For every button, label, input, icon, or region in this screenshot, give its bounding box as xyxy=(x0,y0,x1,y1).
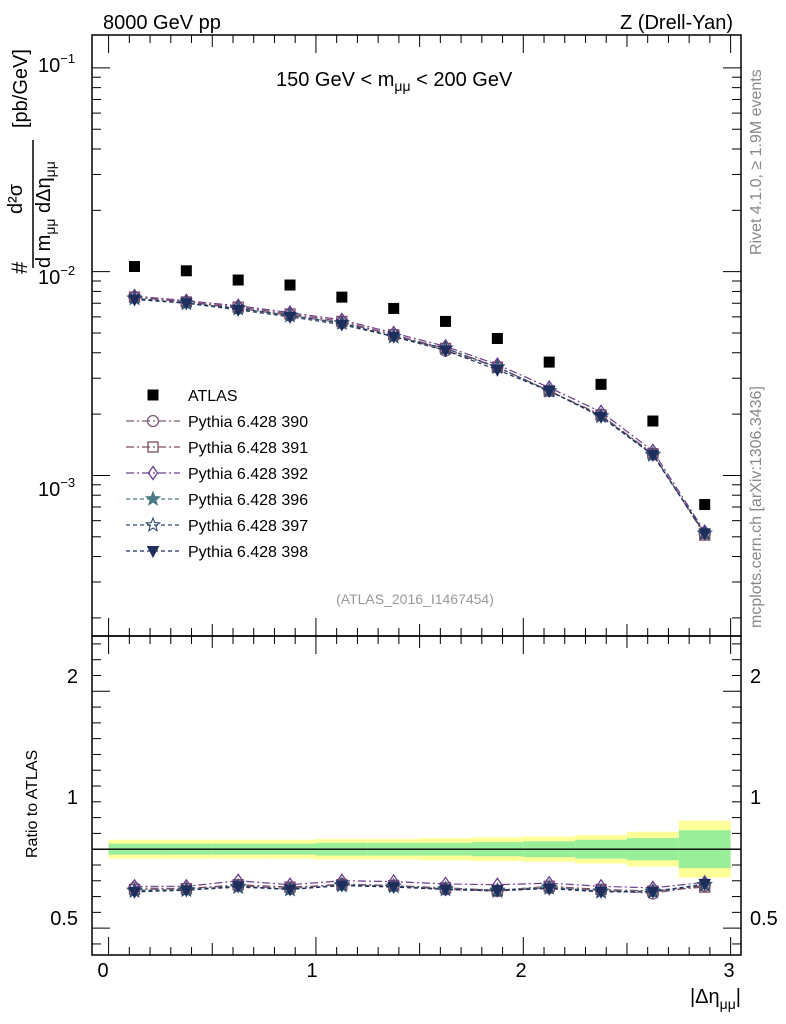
mc-point xyxy=(542,385,556,398)
ratio-ytick-2: 2 xyxy=(67,666,78,688)
legend-label: Pythia 6.428 396 xyxy=(188,492,308,509)
data-point xyxy=(647,415,659,427)
legend-marker xyxy=(147,465,159,481)
data-point xyxy=(129,261,141,273)
legend-marker xyxy=(146,414,160,428)
legend-marker xyxy=(147,389,159,401)
rivet-label: Rivet 4.1.0, ≥ 1.9M events xyxy=(748,69,765,255)
data-point xyxy=(543,356,555,368)
legend-label: ATLAS xyxy=(188,388,238,405)
main-ylabel: # d²σ d mμμ dΔημμ [pb/GeV] xyxy=(5,49,58,274)
ratio-bands xyxy=(92,820,741,878)
ratio-ytick-right-2: 2 xyxy=(750,666,761,688)
ratio-ytick-right-0.5: 0.5 xyxy=(750,908,778,930)
ratio-ytick-1: 1 xyxy=(67,787,78,809)
mc-point xyxy=(128,294,141,307)
data-point xyxy=(699,499,711,511)
data-point xyxy=(440,315,452,327)
ytick-label-0.001: 10−3 xyxy=(38,475,75,501)
mc-point xyxy=(698,528,712,541)
ratio-point xyxy=(180,885,193,898)
ratio-point xyxy=(698,878,712,892)
ratio-point xyxy=(128,886,141,899)
mc-line-5 xyxy=(134,298,706,534)
main-title: 150 GeV < mμμ < 200 GeV xyxy=(276,69,513,94)
ratio-point xyxy=(542,883,556,896)
ratio-point xyxy=(387,882,401,895)
mc-point xyxy=(231,304,245,317)
data-point xyxy=(232,274,244,286)
legend-label: Pythia 6.428 392 xyxy=(188,466,308,483)
data-point xyxy=(284,279,296,291)
ratio-ytick-0.5: 0.5 xyxy=(50,908,78,930)
ratio-point xyxy=(283,884,297,897)
mc-point xyxy=(180,298,193,311)
ratio-frame xyxy=(91,635,742,956)
legend-label: Pythia 6.428 391 xyxy=(188,440,308,457)
xlabel: |Δημμ| xyxy=(690,986,741,1012)
mc-line-4 xyxy=(134,297,706,534)
legend: ATLAS Pythia 6.428 390 Pythia 6.428 391 Pyt… xyxy=(126,388,308,561)
ratio-line-0 xyxy=(134,883,705,895)
main-series xyxy=(126,288,713,541)
ratio-point xyxy=(594,886,608,899)
legend-marker xyxy=(144,516,162,532)
mcplots-label: mcplots.cern.ch [arXiv:1306.3436] xyxy=(748,386,765,628)
ratio-point xyxy=(491,885,504,898)
analysis-id: (ATLAS_2016_I1467454) xyxy=(336,591,494,607)
main-ytick-labels: 10−1 10−2 10−3 xyxy=(38,51,75,501)
data-point xyxy=(491,332,503,344)
xtick-0: 0 xyxy=(97,960,108,982)
ratio-ytick-labels: 0.5 1 2 0.5 1 2 xyxy=(50,666,778,930)
ratio-series xyxy=(126,873,713,900)
axes-frames xyxy=(91,34,742,956)
ytick-label-0.01: 10−2 xyxy=(38,263,75,289)
header-right: Z (Drell-Yan) xyxy=(620,12,733,34)
legend-marker xyxy=(144,490,162,506)
ratio-line-2 xyxy=(134,880,705,889)
svg-text:#: # xyxy=(7,261,32,274)
xtick-1: 1 xyxy=(306,960,317,982)
data-point xyxy=(336,291,348,303)
ratio-xtick-labels: 0 1 2 3 xyxy=(97,960,734,982)
ytick-label-0.1: 10−1 xyxy=(38,51,75,77)
mc-point xyxy=(283,311,297,324)
header-left: 8000 GeV pp xyxy=(103,12,221,34)
ratio-point xyxy=(646,886,660,899)
ratio-line-1 xyxy=(134,884,705,892)
svg-text:[pb/GeV]: [pb/GeV] xyxy=(10,49,32,128)
mc-line-2 xyxy=(134,295,706,532)
legend-label: Pythia 6.428 390 xyxy=(188,414,308,431)
xtick-2: 2 xyxy=(515,960,526,982)
mc-point xyxy=(335,319,349,332)
mc-point xyxy=(439,345,452,358)
svg-text:d mμμ dΔημμ: d mμμ dΔημμ xyxy=(33,161,58,268)
data-point xyxy=(595,378,607,390)
svg-text:d²σ: d²σ xyxy=(5,183,27,214)
ratio-ytick-right-1: 1 xyxy=(750,787,761,809)
data-point xyxy=(180,265,192,277)
ratio-ylabel: Ratio to ATLAS xyxy=(24,750,41,858)
ratio-point xyxy=(231,881,245,894)
mc-point xyxy=(387,331,401,344)
legend-marker xyxy=(147,441,159,453)
legend-label: Pythia 6.428 398 xyxy=(188,544,308,561)
ratio-point xyxy=(439,884,452,897)
main-data-points xyxy=(129,261,711,511)
mc-point xyxy=(491,364,504,377)
xtick-3: 3 xyxy=(723,960,734,982)
mc-line-1 xyxy=(134,296,706,536)
legend-marker xyxy=(146,546,160,559)
legend-label: Pythia 6.428 397 xyxy=(188,518,308,535)
mc-point xyxy=(594,411,608,424)
mc-point xyxy=(646,450,660,463)
ratio-point xyxy=(335,880,349,893)
data-point xyxy=(388,302,400,314)
